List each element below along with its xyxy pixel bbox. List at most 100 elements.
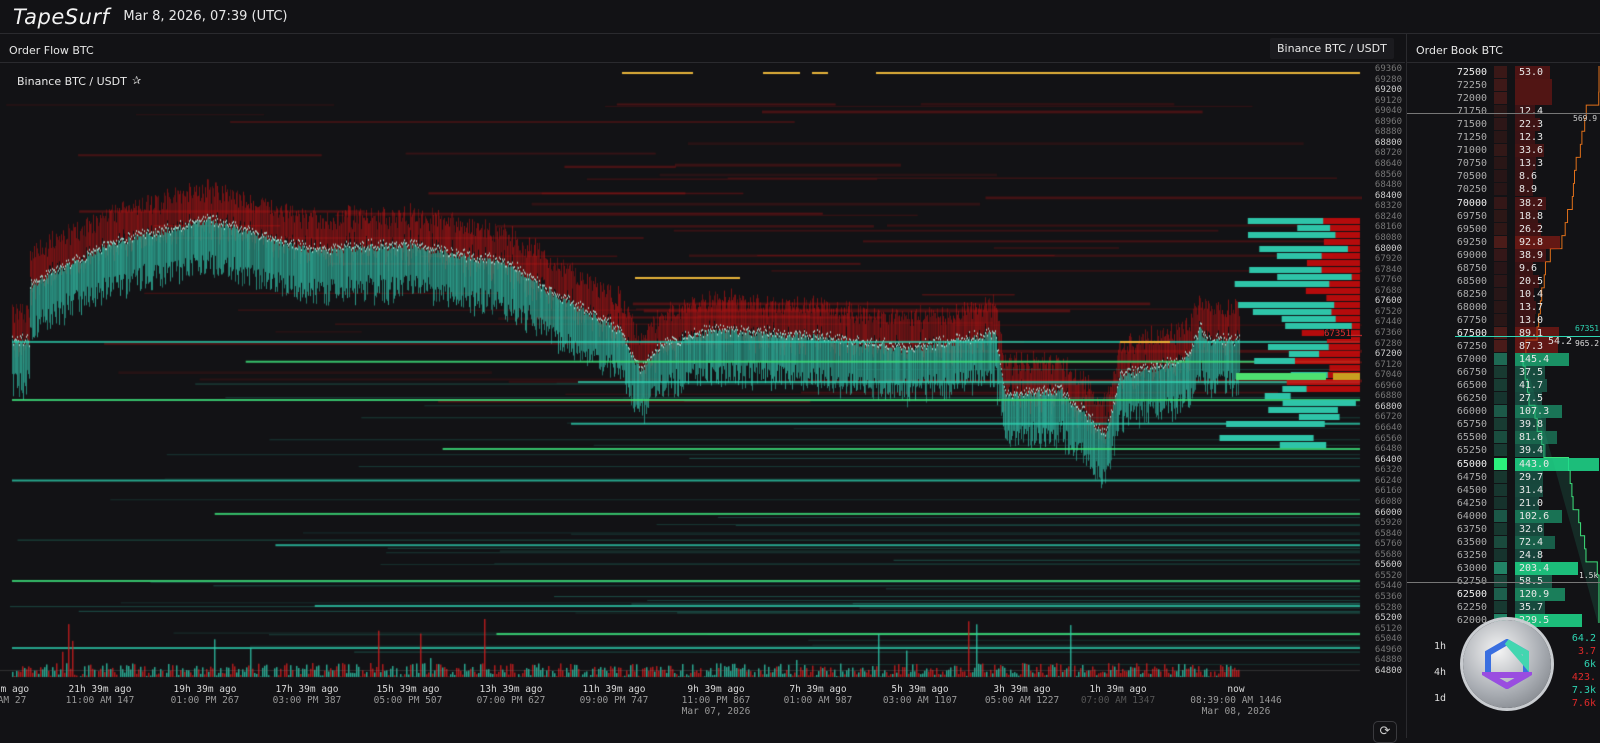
row-heat <box>1494 235 1507 248</box>
order-book-row[interactable]: 72250 <box>1407 79 1600 93</box>
order-book-row[interactable]: 63750 32.6 <box>1407 522 1600 536</box>
price-tick: 66800 <box>1374 401 1402 412</box>
time-tick: 7h 39m ago 01:00 AM 987 <box>784 684 853 706</box>
order-book-row[interactable]: 68500 20.5 <box>1407 274 1600 288</box>
order-book-row[interactable]: 65750 39.8 <box>1407 418 1600 432</box>
order-book-row[interactable]: 65000 443.0 <box>1407 457 1600 471</box>
row-price: 68750 <box>1456 262 1487 274</box>
row-size: 32.6 <box>1519 523 1544 535</box>
order-book-row[interactable]: 64750 29.7 <box>1407 470 1600 484</box>
row-size: 72.4 <box>1519 536 1544 548</box>
order-book-row[interactable]: 67000 145.4 <box>1407 353 1600 367</box>
row-size: 33.6 <box>1519 145 1544 157</box>
row-price: 71250 <box>1456 132 1487 144</box>
row-size: 18.8 <box>1519 210 1544 222</box>
order-book-row[interactable]: 71000 33.6 <box>1407 144 1600 158</box>
pin-icon[interactable]: ✰ <box>132 74 142 87</box>
row-price: 63500 <box>1456 536 1487 548</box>
price-tick: 68320 <box>1374 201 1402 212</box>
order-book-row[interactable]: 71750 12.4 <box>1407 105 1600 119</box>
row-size-bar <box>1515 340 1559 354</box>
order-book-row[interactable]: 66750 37.5 <box>1407 366 1600 380</box>
row-price: 62250 <box>1456 602 1487 614</box>
row-size: 81.6 <box>1519 432 1544 444</box>
price-tick: 67280 <box>1374 338 1402 349</box>
order-book-row[interactable]: 66250 27.5 <box>1407 392 1600 406</box>
order-book-row[interactable]: 69750 18.8 <box>1407 209 1600 223</box>
price-tick: 68400 <box>1374 190 1402 201</box>
row-size: 26.2 <box>1519 223 1544 235</box>
order-flow-heatmap[interactable] <box>0 63 1362 682</box>
last-price-label: 67351 <box>1575 324 1600 333</box>
row-size-bar <box>1515 614 1582 628</box>
order-book-row[interactable]: 64500 31.4 <box>1407 483 1600 497</box>
row-heat <box>1494 392 1507 405</box>
order-book-row[interactable]: 72000 <box>1407 92 1600 106</box>
price-tick: 66320 <box>1374 465 1402 476</box>
row-price: 69500 <box>1456 223 1487 235</box>
row-size-bar <box>1515 222 1542 236</box>
row-size-bar <box>1515 535 1556 549</box>
order-book-row[interactable]: 67750 13.0 <box>1407 313 1600 327</box>
order-book-row[interactable]: 66000 107.3 <box>1407 405 1600 419</box>
price-tick: 65920 <box>1374 518 1402 529</box>
order-book-row[interactable]: 72500 53.0 <box>1407 66 1600 79</box>
order-book-row[interactable]: 71250 12.3 <box>1407 131 1600 145</box>
time-ago: 15h 39m ago <box>376 684 440 695</box>
row-size: 102.6 <box>1519 510 1550 522</box>
order-book-row[interactable]: 70250 8.9 <box>1407 183 1600 197</box>
price-tick: 65040 <box>1374 634 1402 645</box>
order-book-row[interactable]: 69250 92.8 <box>1407 235 1600 249</box>
order-book-row[interactable]: 62250 35.7 <box>1407 601 1600 615</box>
order-book-row[interactable]: 62500 120.9 <box>1407 588 1600 601</box>
order-book-row[interactable]: 71500 22.3 <box>1407 118 1600 132</box>
row-heat <box>1494 496 1507 509</box>
bid-cumulative-label: 1.5k <box>1579 571 1599 580</box>
row-heat <box>1494 561 1507 574</box>
order-book-row[interactable]: 66500 41.7 <box>1407 379 1600 393</box>
order-book-row[interactable]: 67250 87.3 <box>1407 340 1600 354</box>
row-heat <box>1494 144 1507 157</box>
buy-volume: 64.2 <box>1571 633 1596 644</box>
order-book-row[interactable]: 64000 102.6 <box>1407 509 1600 523</box>
row-size: 120.9 <box>1519 589 1550 600</box>
cumulative-depth-line <box>1522 66 1600 623</box>
price-tick: 66160 <box>1374 486 1402 497</box>
order-book-row[interactable]: 62750 58.5 <box>1407 574 1600 588</box>
order-book-row[interactable]: 68750 9.6 <box>1407 261 1600 275</box>
price-tick: 65760 <box>1374 539 1402 550</box>
order-book-row[interactable]: 69000 38.9 <box>1407 248 1600 262</box>
row-price: 66500 <box>1456 380 1487 392</box>
order-book-row[interactable]: 68250 10.4 <box>1407 287 1600 301</box>
price-tick: 68160 <box>1374 222 1402 233</box>
refresh-button[interactable]: ⟳ <box>1373 721 1397 743</box>
time-ago: 21h 39m ago <box>68 684 132 695</box>
row-size-bar <box>1515 248 1546 262</box>
time-ago: 3h 39m ago <box>993 684 1051 695</box>
time-clock: 03:00 AM 1107 <box>882 695 958 706</box>
order-book-row[interactable]: 68000 13.7 <box>1407 300 1600 314</box>
order-book-row[interactable]: 64250 21.0 <box>1407 496 1600 510</box>
order-book-row[interactable]: 65250 39.4 <box>1407 444 1600 458</box>
order-book-row[interactable]: 63250 24.8 <box>1407 548 1600 562</box>
order-book-row[interactable]: 69500 26.2 <box>1407 222 1600 236</box>
row-size-bar <box>1515 561 1579 575</box>
row-size: 35.7 <box>1519 602 1544 614</box>
order-book-row[interactable]: 65500 81.6 <box>1407 431 1600 445</box>
order-book-row[interactable]: 70750 13.3 <box>1407 157 1600 171</box>
order-book-row[interactable]: 63500 72.4 <box>1407 535 1600 549</box>
bid-depth-line <box>1522 353 1600 623</box>
row-price: 72500 <box>1456 67 1487 78</box>
order-book-row[interactable]: 70000 38.2 <box>1407 196 1600 210</box>
row-size-bar <box>1515 366 1546 380</box>
time-tick: 17h 39m ago 03:00 PM 387 <box>273 684 342 706</box>
row-heat <box>1494 366 1507 379</box>
price-tick: 65440 <box>1374 581 1402 592</box>
row-size-bar <box>1515 144 1545 158</box>
order-book-row[interactable]: 63000 203.4 <box>1407 561 1600 575</box>
price-axis[interactable]: 69360 69280 69200 69120 69040 68960 68880 68800… <box>1362 62 1406 682</box>
row-size: 443.0 <box>1519 458 1550 470</box>
row-heat <box>1494 588 1507 600</box>
order-book-row[interactable]: 70500 8.6 <box>1407 170 1600 184</box>
